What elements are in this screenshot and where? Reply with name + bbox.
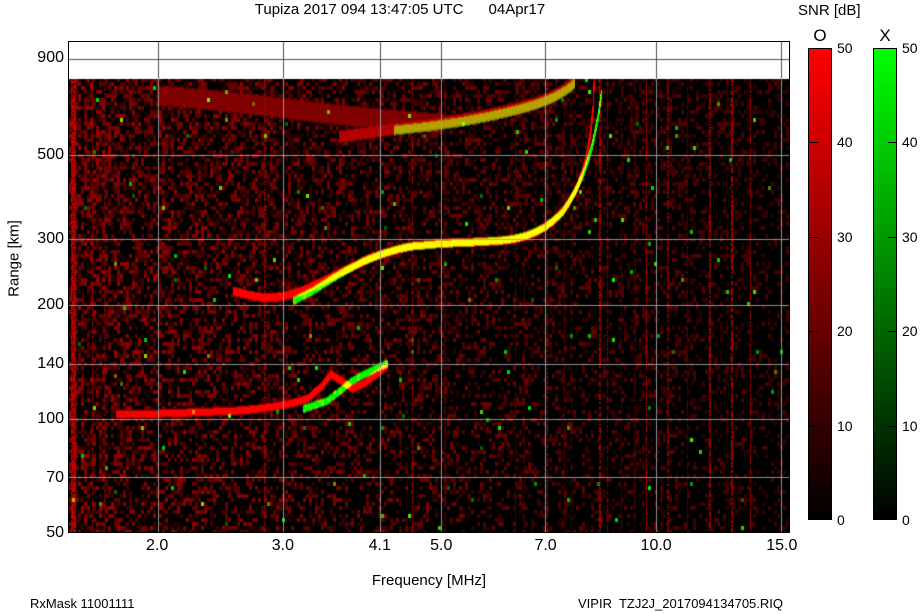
colorbar-tick-mark — [809, 331, 818, 333]
colorbar-o-ticks: 0 10 20 30 40 50 — [809, 40, 859, 528]
colorbar-tick-label: 10 — [837, 417, 853, 434]
colorbar-tick-label: 50 — [837, 40, 853, 56]
y-tick-label: 900 — [37, 49, 64, 67]
y-axis-ticks: 900 500 300 200 140 100 70 50 — [0, 41, 64, 541]
colorbar-tick-mark — [809, 425, 818, 427]
footer-rxmask: RxMask 11001111 — [30, 596, 135, 611]
colorbar-tick-mark — [888, 425, 897, 427]
colorbar-tick-label: 50 — [902, 40, 918, 56]
colorbar-tick-label: 30 — [902, 228, 918, 245]
colorbar-tick-label: 0 — [902, 512, 910, 528]
colorbar-x-gradient — [873, 48, 897, 520]
y-tick-label: 300 — [37, 229, 64, 247]
colorbar-tick-mark — [888, 142, 897, 144]
footer-filename: VIPIR TZJ2J_2017094134705.RIQ — [578, 596, 783, 611]
colorbar-x-letter: X — [879, 26, 891, 45]
colorbar-tick-label: 10 — [902, 417, 918, 434]
ionogram-heatmap — [69, 42, 789, 532]
colorbar-tick-mark — [809, 142, 818, 144]
colorbar-tick-label: 0 — [837, 512, 845, 528]
y-tick-label: 70 — [46, 468, 64, 486]
x-tick-label: 10.0 — [640, 537, 672, 554]
colorbar-tick-label: 40 — [837, 134, 853, 151]
colorbar-tick-label: 40 — [902, 134, 918, 151]
x-tick-label: 3.0 — [271, 537, 294, 554]
y-axis-label: Range [km] — [5, 220, 23, 297]
colorbar-x-ticks: 0 10 20 30 40 50 — [888, 40, 922, 528]
colorbar-header: SNR [dB] — [798, 2, 861, 19]
y-tick-label: 100 — [37, 410, 64, 428]
y-tick-label: 200 — [37, 296, 64, 314]
page-title: Tupiza 2017 094 13:47:05 UTC 04Apr17 — [254, 1, 546, 18]
x-axis-ticks: 2.0 3.0 4.1 5.0 7.0 10.0 15.0 — [68, 537, 797, 561]
colorbar-tick-label: 20 — [837, 323, 853, 340]
colorbar-tick-label: 30 — [837, 228, 853, 245]
x-axis-label: Frequency [MHz] — [371, 572, 487, 589]
colorbar-tick-label: 20 — [902, 323, 918, 340]
plot-area — [68, 41, 790, 533]
x-tick-label: 4.1 — [368, 537, 391, 554]
y-tick-label: 140 — [37, 354, 64, 372]
y-tick-label: 50 — [46, 524, 64, 541]
colorbar-o-gradient — [808, 48, 832, 520]
x-tick-label: 5.0 — [430, 537, 453, 554]
colorbar-tick-mark — [809, 236, 818, 238]
y-tick-label: 500 — [37, 145, 64, 163]
x-tick-label: 15.0 — [766, 537, 798, 554]
x-tick-label: 2.0 — [146, 537, 169, 554]
colorbar-tick-mark — [888, 236, 897, 238]
colorbar-o-letter: O — [813, 26, 827, 45]
colorbar-tick-mark — [888, 331, 897, 333]
x-tick-label: 7.0 — [534, 537, 557, 554]
